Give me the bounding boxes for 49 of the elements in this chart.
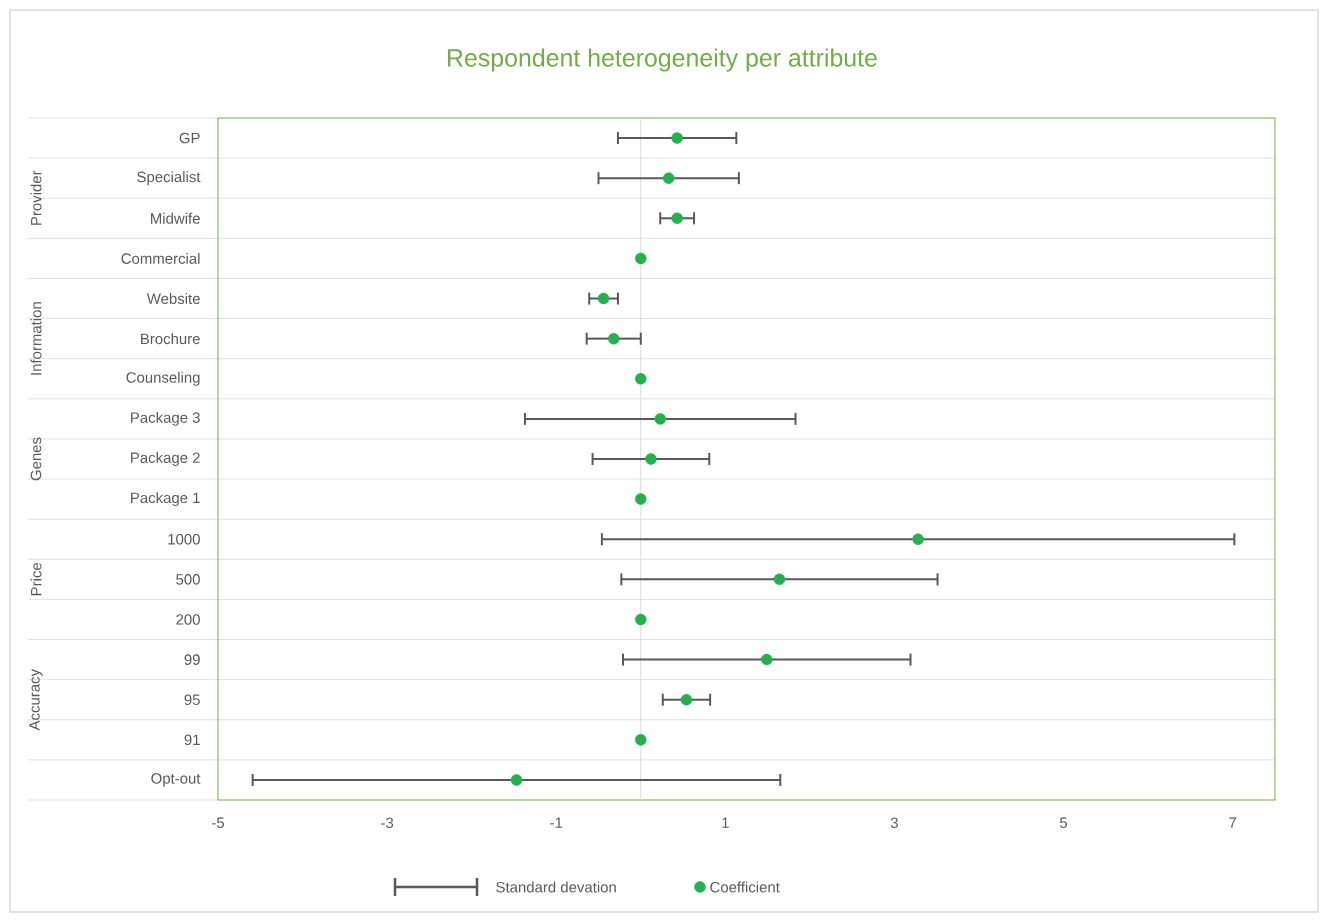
y-tick-label: 91 — [184, 734, 200, 746]
point — [510, 774, 523, 786]
point — [635, 613, 647, 626]
x-tick-label: 7 — [1229, 817, 1237, 828]
y-tick-label: Commercial — [121, 252, 200, 264]
y-tick-label: Package 2 — [131, 452, 200, 466]
text: Information — [30, 302, 42, 375]
x-tick-label: -3 — [381, 817, 394, 829]
y-tick-label: Package 3 — [131, 411, 200, 426]
legend-label: Coefficient — [710, 881, 780, 893]
y-tick-label: 200 — [176, 614, 200, 625]
text: Price — [30, 563, 42, 596]
text: Genes — [30, 437, 42, 481]
y-tick-label: 1000 — [168, 533, 200, 545]
y-tick-label: Brochure — [141, 333, 200, 345]
y-tick-label: Package 1 — [131, 492, 200, 507]
point — [671, 212, 683, 224]
text: Accuracy — [29, 669, 43, 731]
text: Standard devation — [496, 881, 616, 893]
chart-title: Respondent heterogeneity per attribute — [448, 48, 877, 72]
point — [635, 252, 647, 265]
point — [773, 573, 786, 586]
y-tick-label: 95 — [184, 694, 200, 705]
point — [635, 373, 647, 385]
point — [680, 694, 693, 706]
y-tick-label: 99 — [184, 654, 200, 665]
point — [912, 533, 924, 545]
point — [654, 413, 666, 425]
y-tick-label: Opt-out — [151, 773, 201, 787]
point — [662, 172, 675, 184]
x-tick-label: 3 — [890, 817, 898, 829]
point — [671, 132, 683, 144]
x-tick-label: -1 — [550, 817, 563, 828]
point — [597, 292, 610, 305]
y-tick-label: Midwife — [151, 212, 200, 224]
x-tick-label: 1 — [722, 817, 729, 828]
x-tick-label: -5 — [212, 817, 225, 828]
y-tick-label: Website — [146, 293, 200, 305]
point — [608, 332, 620, 345]
x-tick-label: 5 — [1059, 817, 1068, 828]
point — [761, 653, 773, 666]
point — [635, 493, 647, 505]
text: Provider — [30, 170, 42, 225]
point — [635, 734, 647, 746]
y-tick-label: Counseling — [126, 371, 200, 386]
y-tick-label: 500 — [176, 574, 200, 585]
y-tick-label: GP — [179, 132, 200, 144]
point — [645, 453, 657, 465]
y-tick-label: Specialist — [137, 171, 201, 186]
